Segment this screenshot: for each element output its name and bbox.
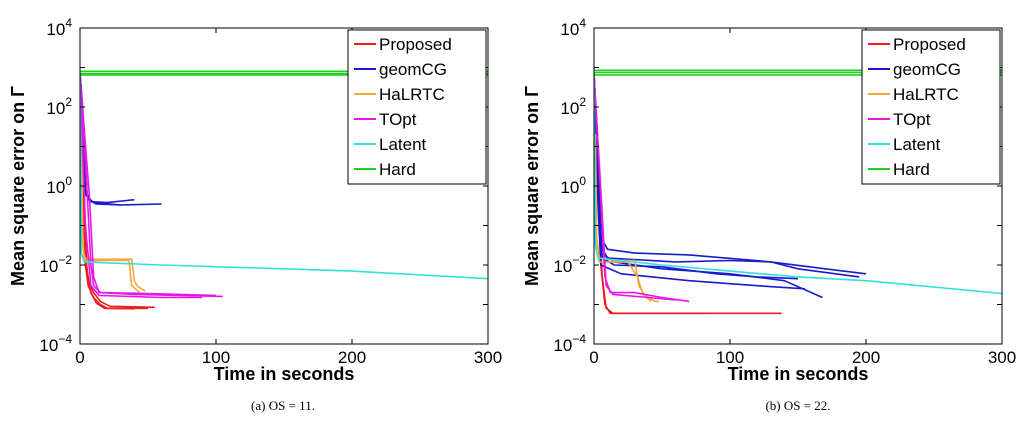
legend-label-halrtc: HaLRTC [379,85,445,104]
x-tick-label: 200 [852,348,880,367]
chart-panel-1: 0 100 200 300 10−4 10−2 100 102 104 Time in secon… [8,16,502,413]
legend-label-latent: Latent [893,135,941,154]
series-line-proposed-run-3 [80,76,135,310]
legend-label-geomcg: geomCG [893,60,961,79]
legend-label-topt: TOpt [379,110,417,129]
x-tick-label: 100 [202,348,230,367]
series-line-geomcg-run-3 [80,73,162,206]
y-tick-label: 10−4 [553,332,586,355]
y-tick-label: 100 [560,174,586,197]
legend-box [861,29,1001,185]
y-tick-label: 100 [46,174,72,197]
x-tick-label: 300 [988,348,1016,367]
legend-box [347,29,487,185]
series-line-geomcg-run-2 [594,73,860,278]
legend-label-halrtc: HaLRTC [893,85,959,104]
y-axis-title: Mean square error on Γ [522,86,542,286]
series-line-halrtc-run-2 [80,145,141,294]
x-tick-label: 0 [75,348,84,367]
legend-label-proposed: Proposed [893,35,966,54]
x-tick-label: 100 [716,348,744,367]
legend-label-geomcg: geomCG [379,60,447,79]
series-line-topt-run-1 [594,73,690,303]
legend-label-proposed: Proposed [379,35,452,54]
legend-label-topt: TOpt [893,110,931,129]
series-line-topt-run-1 [80,73,217,297]
legend-label-hard: Hard [893,160,930,179]
legend-label-latent: Latent [379,135,427,154]
series-line-topt-run-3 [80,76,203,299]
legend: Proposed geomCG HaLRTC TOpt Latent Hard [347,29,487,185]
series-line-geomcg-run-5 [594,79,805,290]
x-axis-title: Time in seconds [214,364,355,384]
series-line-latent-run-1 [594,76,1002,295]
y-tick-label: 104 [46,16,72,39]
chart-panel-2: 0 100 200 300 10−4 10−2 100 102 104 Time in secon… [522,16,1016,413]
x-tick-label: 300 [474,348,502,367]
y-tick-label: 10−2 [39,253,72,276]
chart-caption: (b) OS = 22. [765,398,830,413]
series-line-geomcg-run-4 [594,76,799,280]
y-tick-label: 10−2 [553,253,586,276]
y-tick-label: 102 [560,95,586,118]
series-line-topt-run-2 [80,73,223,298]
y-tick-label: 104 [560,16,586,39]
series-line-latent-run-1 [80,76,488,280]
series-line-geomcg-run-1 [594,73,867,275]
series-line-halrtc-run-2 [594,149,652,303]
x-tick-label: 0 [589,348,598,367]
y-tick-label: 102 [46,95,72,118]
series-line-topt-run-2 [594,73,676,301]
x-tick-label: 200 [338,348,366,367]
y-tick-label: 10−4 [39,332,72,355]
y-axis-title: Mean square error on Γ [8,86,28,286]
legend-label-hard: Hard [379,160,416,179]
legend: Proposed geomCG HaLRTC TOpt Latent Hard [861,29,1001,185]
x-axis-title: Time in seconds [728,364,869,384]
chart-caption: (a) OS = 11. [251,398,315,413]
